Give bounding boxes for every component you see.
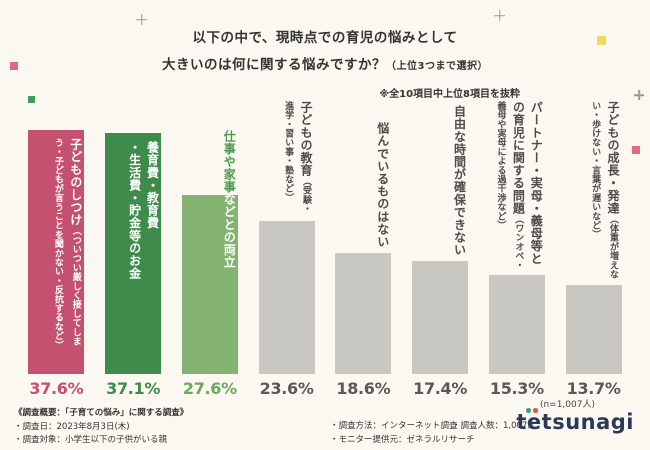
footer-line: ・調査人数：1,007人: [452, 421, 536, 431]
footer-line: ・調査日：2023年8月3日(木): [14, 421, 130, 432]
logo-text: tetsunagi: [516, 410, 634, 434]
title-line-1: 以下の中で、現時点での育児の悩みとして: [192, 30, 458, 46]
decor-square: [597, 36, 606, 45]
survey-title: 以下の中で、現時点での育児の悩みとして 大きいのは何に関する悩みですか？（上位3…: [145, 26, 505, 73]
sample-size-label: (n=1,007人): [539, 400, 595, 410]
decor-square: [632, 146, 640, 154]
bar-area: 子どものしつけ（ついつい厳しく接してしまう・子どもが言うことを聞かない・反抗する…: [18, 96, 95, 374]
bar-value-label: 37.6%: [29, 379, 84, 398]
bar: [335, 253, 392, 374]
bar-value-label: 13.7%: [566, 379, 621, 398]
bar: [28, 130, 85, 374]
bar-value-label: 37.1%: [106, 379, 161, 398]
footer-line: ・調査対象：小学生以下の子供がいる親: [14, 435, 168, 446]
bar-label-segment: 子どものしつけ: [68, 138, 83, 227]
chart-column-1: 子どものしつけ（ついつい厳しく接してしまう・子どもが言うことを聞かない・反抗する…: [18, 96, 95, 398]
survey-overview-col-1: 《調査概要：「子育ての悩み」に関する調査》 ・調査日：2023年8月3日(木) ・調…: [14, 407, 188, 448]
bar-label-segment: パートナー・実母・義母等との育児に関する問題: [511, 101, 544, 265]
tetsunagi-logo: tetsunagi: [516, 408, 634, 434]
bar-value-label: 15.3%: [489, 379, 544, 398]
bar: [412, 261, 469, 374]
bar-area: 養育費・教育費 ・生活費・貯金等のお金: [95, 96, 172, 374]
footer-line: ・調査方法：インターネット調査: [330, 421, 458, 431]
bar-label-segment: 悩んでいるものはない: [375, 122, 390, 248]
decor-plus: [136, 14, 147, 25]
footer-line: ・モニター提供元：ゼネラルリサーチ: [330, 434, 475, 445]
bar-label-segment: （ワンオペ・義母や実母による過干渉など）: [495, 101, 524, 270]
bar-label-segment: 自由な時間が確保できない: [452, 104, 467, 256]
survey-overview-col-2: ・調査方法：インターネット調査・モニター提供元：ゼネラルリサーチ: [330, 420, 475, 447]
bar-label-segment: （受験・進学・習い事・塾など）: [283, 101, 311, 214]
bar-value-label: 23.6%: [259, 379, 314, 398]
decor-square: [10, 62, 18, 70]
bar-label-segment: 子どもの教育: [299, 101, 313, 177]
bar-area: 子どもの成長・発達（体重が増えない・歩けない・言葉が遅いなど）: [555, 96, 632, 374]
chart-column-4: 子どもの教育（受験・進学・習い事・塾など） 23.6%: [248, 96, 325, 398]
bar-area: 自由な時間が確保できない: [402, 96, 479, 374]
bar: [258, 221, 315, 374]
title-line-2-text: 大きいのは何に関する悩みですか？: [162, 57, 387, 73]
title-line-2-small: （上位3つまで選択）: [386, 61, 488, 72]
bar-area: 子どもの教育（受験・進学・習い事・塾など）: [248, 96, 325, 374]
bar-label-segment: 子どもの成長・発達: [606, 101, 620, 215]
bar-label: 子どもの教育（受験・進学・習い事・塾など）: [279, 101, 315, 216]
bar-label-segment: などとの両立: [222, 193, 237, 269]
bar: [105, 133, 162, 374]
decor-plus: [634, 90, 644, 100]
bar-label: 仕事や家事などとの両立: [220, 130, 238, 269]
logo-dot-teal: [526, 408, 531, 413]
bar-label-segment: ・生活費・貯金等のお金: [127, 141, 142, 280]
footer-line: 《調査概要：「子育ての悩み」に関する調査》: [14, 408, 189, 418]
bar-chart: 子どものしつけ（ついつい厳しく接してしまう・子どもが言うことを聞かない・反抗する…: [18, 96, 632, 398]
chart-column-3: 仕事や家事などとの両立 27.6%: [172, 96, 249, 398]
chart-columns: 子どものしつけ（ついつい厳しく接してしまう・子どもが言うことを聞かない・反抗する…: [18, 96, 632, 398]
bar-label: パートナー・実母・義母等との育児に関する問題（ワンオペ・義母や実母による過干渉な…: [492, 101, 546, 270]
bar-label: 自由な時間が確保できない: [451, 105, 469, 256]
chart-note: ※全10項目中上位8項目を抜粋: [379, 89, 520, 100]
survey-overview: 《調査概要：「子育ての悩み」に関する調査》 ・調査日：2023年8月3日(木) ・調…: [0, 407, 650, 450]
bar-label-segment: 養育費・教育費: [145, 141, 160, 230]
bar-value-label: 18.6%: [336, 379, 391, 398]
chart-column-6: 自由な時間が確保できない 17.4%: [402, 96, 479, 398]
logo-dot-red: [533, 408, 538, 413]
bar-label: 養育費・教育費 ・生活費・貯金等のお金: [126, 141, 162, 280]
bar-value-label: 17.4%: [413, 379, 468, 398]
bar-label-segment: （体重が増えない・歩けない・言葉が遅いなど）: [590, 101, 618, 279]
bar-area: パートナー・実母・義母等との育児に関する問題（ワンオペ・義母や実母による過干渉な…: [479, 96, 556, 374]
chart-column-5: 悩んでいるものはない 18.6%: [325, 96, 402, 398]
bar-area: 悩んでいるものはない: [325, 96, 402, 374]
bar-label: 子どものしつけ（ついつい厳しく接してしまう・子どもが言うことを聞かない・反抗する…: [49, 138, 85, 362]
chart-column-2: 養育費・教育費 ・生活費・貯金等のお金 37.1%: [95, 96, 172, 398]
bar: [488, 275, 545, 374]
bar: [181, 195, 238, 374]
bar-label-segment: （ついつい厳しく接してしまう・子どもが言うことを聞かない・反抗するなど）: [52, 138, 81, 350]
bar: [565, 285, 622, 374]
survey-overview-col-3: ・調査人数：1,007人: [452, 420, 536, 434]
decor-plus: [494, 10, 505, 21]
chart-column-8: 子どもの成長・発達（体重が増えない・歩けない・言葉が遅いなど） 13.7%: [555, 96, 632, 398]
bar-value-label: 27.6%: [182, 379, 237, 398]
chart-column-7: パートナー・実母・義母等との育児に関する問題（ワンオペ・義母や実母による過干渉な…: [479, 96, 556, 398]
title-line-2: 大きいのは何に関する悩みですか？（上位3つまで選択）: [145, 53, 505, 73]
decor-square: [28, 96, 35, 103]
bar-label-segment: 仕事や家事: [222, 130, 237, 193]
bar-label: 悩んでいるものはない: [374, 122, 392, 248]
bar-label: 子どもの成長・発達（体重が増えない・歩けない・言葉が遅いなど）: [586, 101, 622, 280]
bar-area: 仕事や家事などとの両立: [172, 96, 249, 374]
